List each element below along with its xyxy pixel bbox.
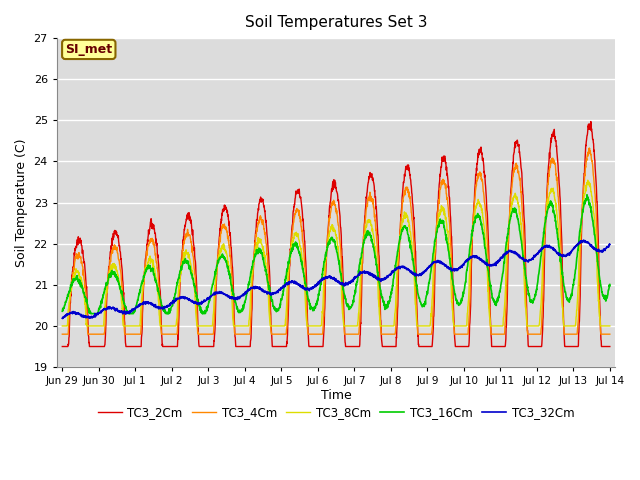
TC3_16Cm bbox=[58, 308, 66, 314]
TC3_4Cm bbox=[58, 331, 66, 337]
TC3_2Cm bbox=[557, 228, 565, 234]
Line: TC3_4Cm: TC3_4Cm bbox=[62, 148, 610, 334]
TC3_2Cm bbox=[352, 344, 360, 349]
TC3_4Cm bbox=[586, 145, 593, 151]
TC3_16Cm bbox=[352, 284, 360, 290]
TC3_2Cm bbox=[58, 344, 66, 349]
TC3_2Cm bbox=[587, 119, 595, 124]
TC3_8Cm bbox=[211, 283, 219, 288]
Legend: TC3_2Cm, TC3_4Cm, TC3_8Cm, TC3_16Cm, TC3_32Cm: TC3_2Cm, TC3_4Cm, TC3_8Cm, TC3_16Cm, TC3… bbox=[93, 401, 579, 424]
TC3_16Cm bbox=[495, 290, 503, 296]
TC3_8Cm bbox=[584, 177, 591, 183]
TC3_32Cm bbox=[211, 290, 219, 296]
TC3_4Cm bbox=[352, 331, 360, 337]
X-axis label: Time: Time bbox=[321, 389, 351, 402]
TC3_4Cm bbox=[573, 331, 580, 337]
TC3_2Cm bbox=[211, 326, 219, 332]
TC3_32Cm bbox=[580, 238, 588, 243]
TC3_16Cm bbox=[606, 282, 614, 288]
TC3_4Cm bbox=[557, 261, 565, 266]
TC3_8Cm bbox=[573, 307, 580, 313]
TC3_16Cm bbox=[573, 254, 580, 260]
TC3_16Cm bbox=[87, 311, 95, 316]
TC3_32Cm bbox=[58, 315, 66, 321]
TC3_32Cm bbox=[352, 274, 360, 280]
TC3_16Cm bbox=[583, 192, 591, 198]
TC3_8Cm bbox=[557, 293, 565, 299]
Line: TC3_32Cm: TC3_32Cm bbox=[62, 240, 610, 319]
TC3_2Cm bbox=[364, 183, 371, 189]
TC3_32Cm bbox=[573, 243, 580, 249]
TC3_4Cm bbox=[211, 299, 219, 304]
TC3_32Cm bbox=[606, 241, 614, 247]
TC3_32Cm bbox=[59, 316, 67, 322]
TC3_2Cm bbox=[606, 344, 614, 349]
TC3_8Cm bbox=[495, 323, 503, 329]
TC3_32Cm bbox=[364, 270, 372, 276]
Y-axis label: Soil Temperature (C): Soil Temperature (C) bbox=[15, 138, 28, 267]
TC3_8Cm bbox=[364, 218, 371, 224]
TC3_8Cm bbox=[606, 323, 614, 329]
TC3_2Cm bbox=[573, 344, 580, 349]
TC3_4Cm bbox=[364, 199, 371, 204]
TC3_32Cm bbox=[558, 253, 566, 259]
Text: SI_met: SI_met bbox=[65, 43, 113, 56]
TC3_4Cm bbox=[495, 331, 503, 337]
TC3_16Cm bbox=[558, 267, 566, 273]
Title: Soil Temperatures Set 3: Soil Temperatures Set 3 bbox=[245, 15, 428, 30]
TC3_8Cm bbox=[352, 323, 360, 329]
TC3_8Cm bbox=[58, 323, 66, 329]
Line: TC3_8Cm: TC3_8Cm bbox=[62, 180, 610, 326]
TC3_4Cm bbox=[606, 331, 614, 337]
TC3_16Cm bbox=[211, 270, 219, 276]
TC3_32Cm bbox=[495, 258, 503, 264]
TC3_2Cm bbox=[495, 344, 503, 349]
Line: TC3_16Cm: TC3_16Cm bbox=[62, 195, 610, 313]
Line: TC3_2Cm: TC3_2Cm bbox=[62, 121, 610, 347]
TC3_16Cm bbox=[364, 228, 372, 234]
